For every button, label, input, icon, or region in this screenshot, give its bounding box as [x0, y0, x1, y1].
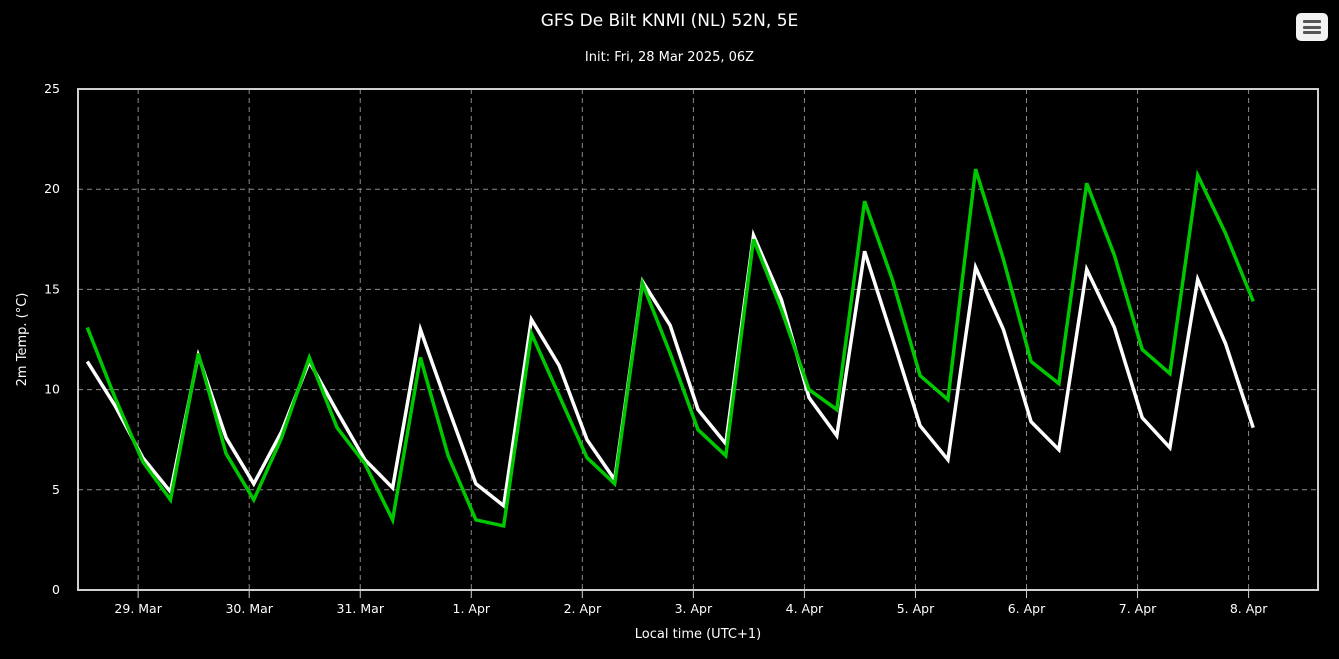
- x-tick-label: 1. Apr: [453, 601, 491, 616]
- x-tick-label: 3. Apr: [675, 601, 713, 616]
- series-line-1: [85, 168, 1255, 529]
- chart-menu-button[interactable]: [1296, 13, 1328, 41]
- x-tick-label: 30. Mar: [225, 601, 273, 616]
- x-tick-label: 29. Mar: [114, 601, 162, 616]
- series-lines: [85, 168, 1255, 529]
- x-tick-label: 4. Apr: [786, 601, 824, 616]
- y-tick-label: 10: [44, 382, 60, 397]
- y-axis-tick-labels: 0 5 10 15 20 25: [44, 81, 60, 597]
- x-tick-label: 6. Apr: [1008, 601, 1046, 616]
- x-tick-label: 31. Mar: [337, 601, 385, 616]
- series-line-0: [85, 228, 1255, 510]
- y-tick-label: 0: [52, 582, 60, 597]
- x-tick-label: 2. Apr: [564, 601, 602, 616]
- x-axis-title: Local time (UTC+1): [635, 627, 761, 642]
- chart-subtitle: Init: Fri, 28 Mar 2025, 06Z: [584, 50, 755, 65]
- y-axis-title: 2m Temp. (°C): [15, 293, 30, 387]
- plot-area-border: [77, 88, 1319, 591]
- y-tick-label: 20: [44, 181, 60, 196]
- y-tick-label: 5: [52, 482, 60, 497]
- chart-title: GFS De Bilt KNMI (NL) 52N, 5E: [540, 11, 799, 31]
- y-tick-label: 25: [44, 81, 60, 96]
- grid-lines: [78, 89, 1318, 598]
- x-tick-label: 7. Apr: [1119, 601, 1157, 616]
- x-axis-tick-labels: 29. Mar 30. Mar 31. Mar 1. Apr 2. Apr 3. Apr 4…: [114, 601, 1268, 616]
- x-tick-label: 5. Apr: [897, 601, 935, 616]
- y-tick-label: 15: [44, 281, 60, 296]
- x-tick-label: 8. Apr: [1230, 601, 1268, 616]
